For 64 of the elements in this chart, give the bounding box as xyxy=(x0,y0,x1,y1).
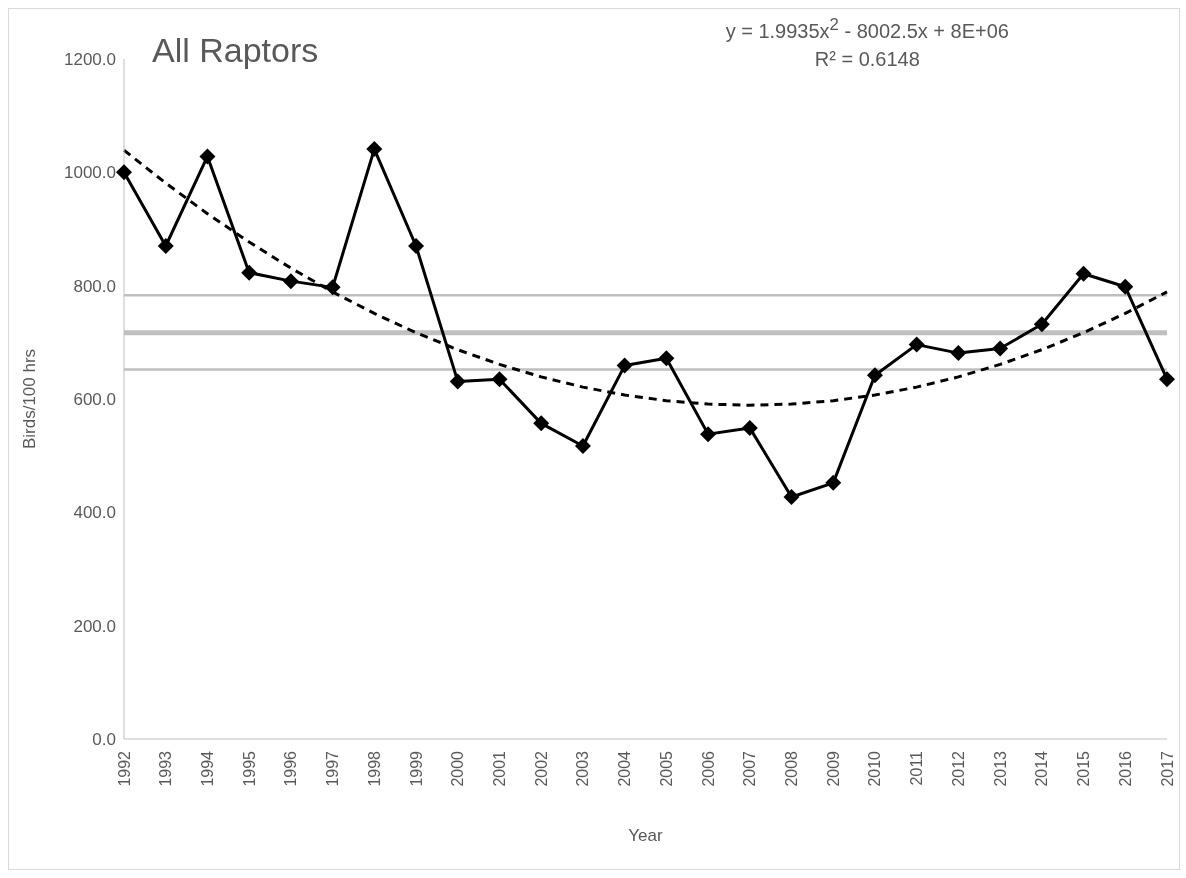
point xyxy=(1075,265,1092,282)
text: y = 1.9935x$^{2}$ - 8002.5x + 8E+06 xyxy=(725,14,1009,44)
point xyxy=(783,489,800,506)
x-tick-label: 1995 xyxy=(240,750,258,787)
y-tick-label: 400.0 xyxy=(73,503,116,523)
x-tick-label: 2017 xyxy=(1158,750,1176,787)
x-tick-label: 1994 xyxy=(198,750,216,787)
x-axis-title: Year xyxy=(628,826,664,846)
point xyxy=(157,238,174,254)
x-tick-label: 2001 xyxy=(490,750,508,787)
y-tick-label: 1000.0 xyxy=(64,163,116,183)
x-tick-label: 2016 xyxy=(1116,750,1134,787)
x-tick-label: 2002 xyxy=(532,750,550,787)
x-tick-label: 2013 xyxy=(991,750,1009,787)
x-tick-label: 2005 xyxy=(657,750,675,787)
point xyxy=(533,415,550,432)
point xyxy=(616,357,633,374)
point xyxy=(908,336,925,353)
x-tick-label: 2009 xyxy=(824,750,842,787)
y-tick-label: 600.0 xyxy=(73,390,116,410)
x-tick-label: 2014 xyxy=(1033,750,1051,787)
point xyxy=(1117,278,1134,295)
y-tick-label: 200.0 xyxy=(73,616,116,636)
point xyxy=(199,148,216,165)
x-tick-label: 1999 xyxy=(407,750,425,787)
point xyxy=(449,373,466,390)
annotation: R² = 0.6148 xyxy=(813,46,921,72)
y-axis-title: Birds/100 hrs xyxy=(20,348,40,450)
x-tick-label: 2008 xyxy=(783,750,801,787)
chart-title: All Raptors xyxy=(152,31,319,70)
x-tick-label: 2010 xyxy=(866,750,884,787)
x-tick-label: 2006 xyxy=(699,750,717,787)
y-tick-label: 1200.0 xyxy=(64,50,116,70)
x-tick-label: 2015 xyxy=(1075,750,1093,787)
point xyxy=(866,367,883,384)
x-tick-label: 2012 xyxy=(949,750,967,787)
x-tick-label: 2003 xyxy=(574,750,592,787)
point xyxy=(825,474,842,491)
point xyxy=(992,340,1009,357)
x-tick-label: 2004 xyxy=(616,750,634,787)
point xyxy=(700,426,717,443)
point xyxy=(1033,316,1050,333)
y-tick-label: 800.0 xyxy=(73,276,116,296)
x-tick-label: 2011 xyxy=(908,750,926,786)
point xyxy=(950,345,967,362)
point xyxy=(658,350,675,367)
point xyxy=(324,279,341,296)
point xyxy=(1159,371,1175,388)
point xyxy=(741,419,758,436)
y-tick-label: 0.0 xyxy=(92,730,116,750)
point xyxy=(408,238,425,254)
point xyxy=(366,141,383,158)
x-tick-label: 2000 xyxy=(449,750,467,787)
point xyxy=(574,438,591,455)
x-tick-label: 1996 xyxy=(282,750,300,787)
x-tick-label: 1993 xyxy=(157,750,175,787)
x-tick-label: 1992 xyxy=(115,750,133,787)
x-tick-label: 1998 xyxy=(365,750,383,787)
x-tick-label: 1997 xyxy=(324,750,342,787)
x-tick-label: 2007 xyxy=(741,750,759,787)
point xyxy=(241,264,258,281)
point xyxy=(282,273,299,290)
point xyxy=(491,371,508,388)
point xyxy=(116,164,132,181)
